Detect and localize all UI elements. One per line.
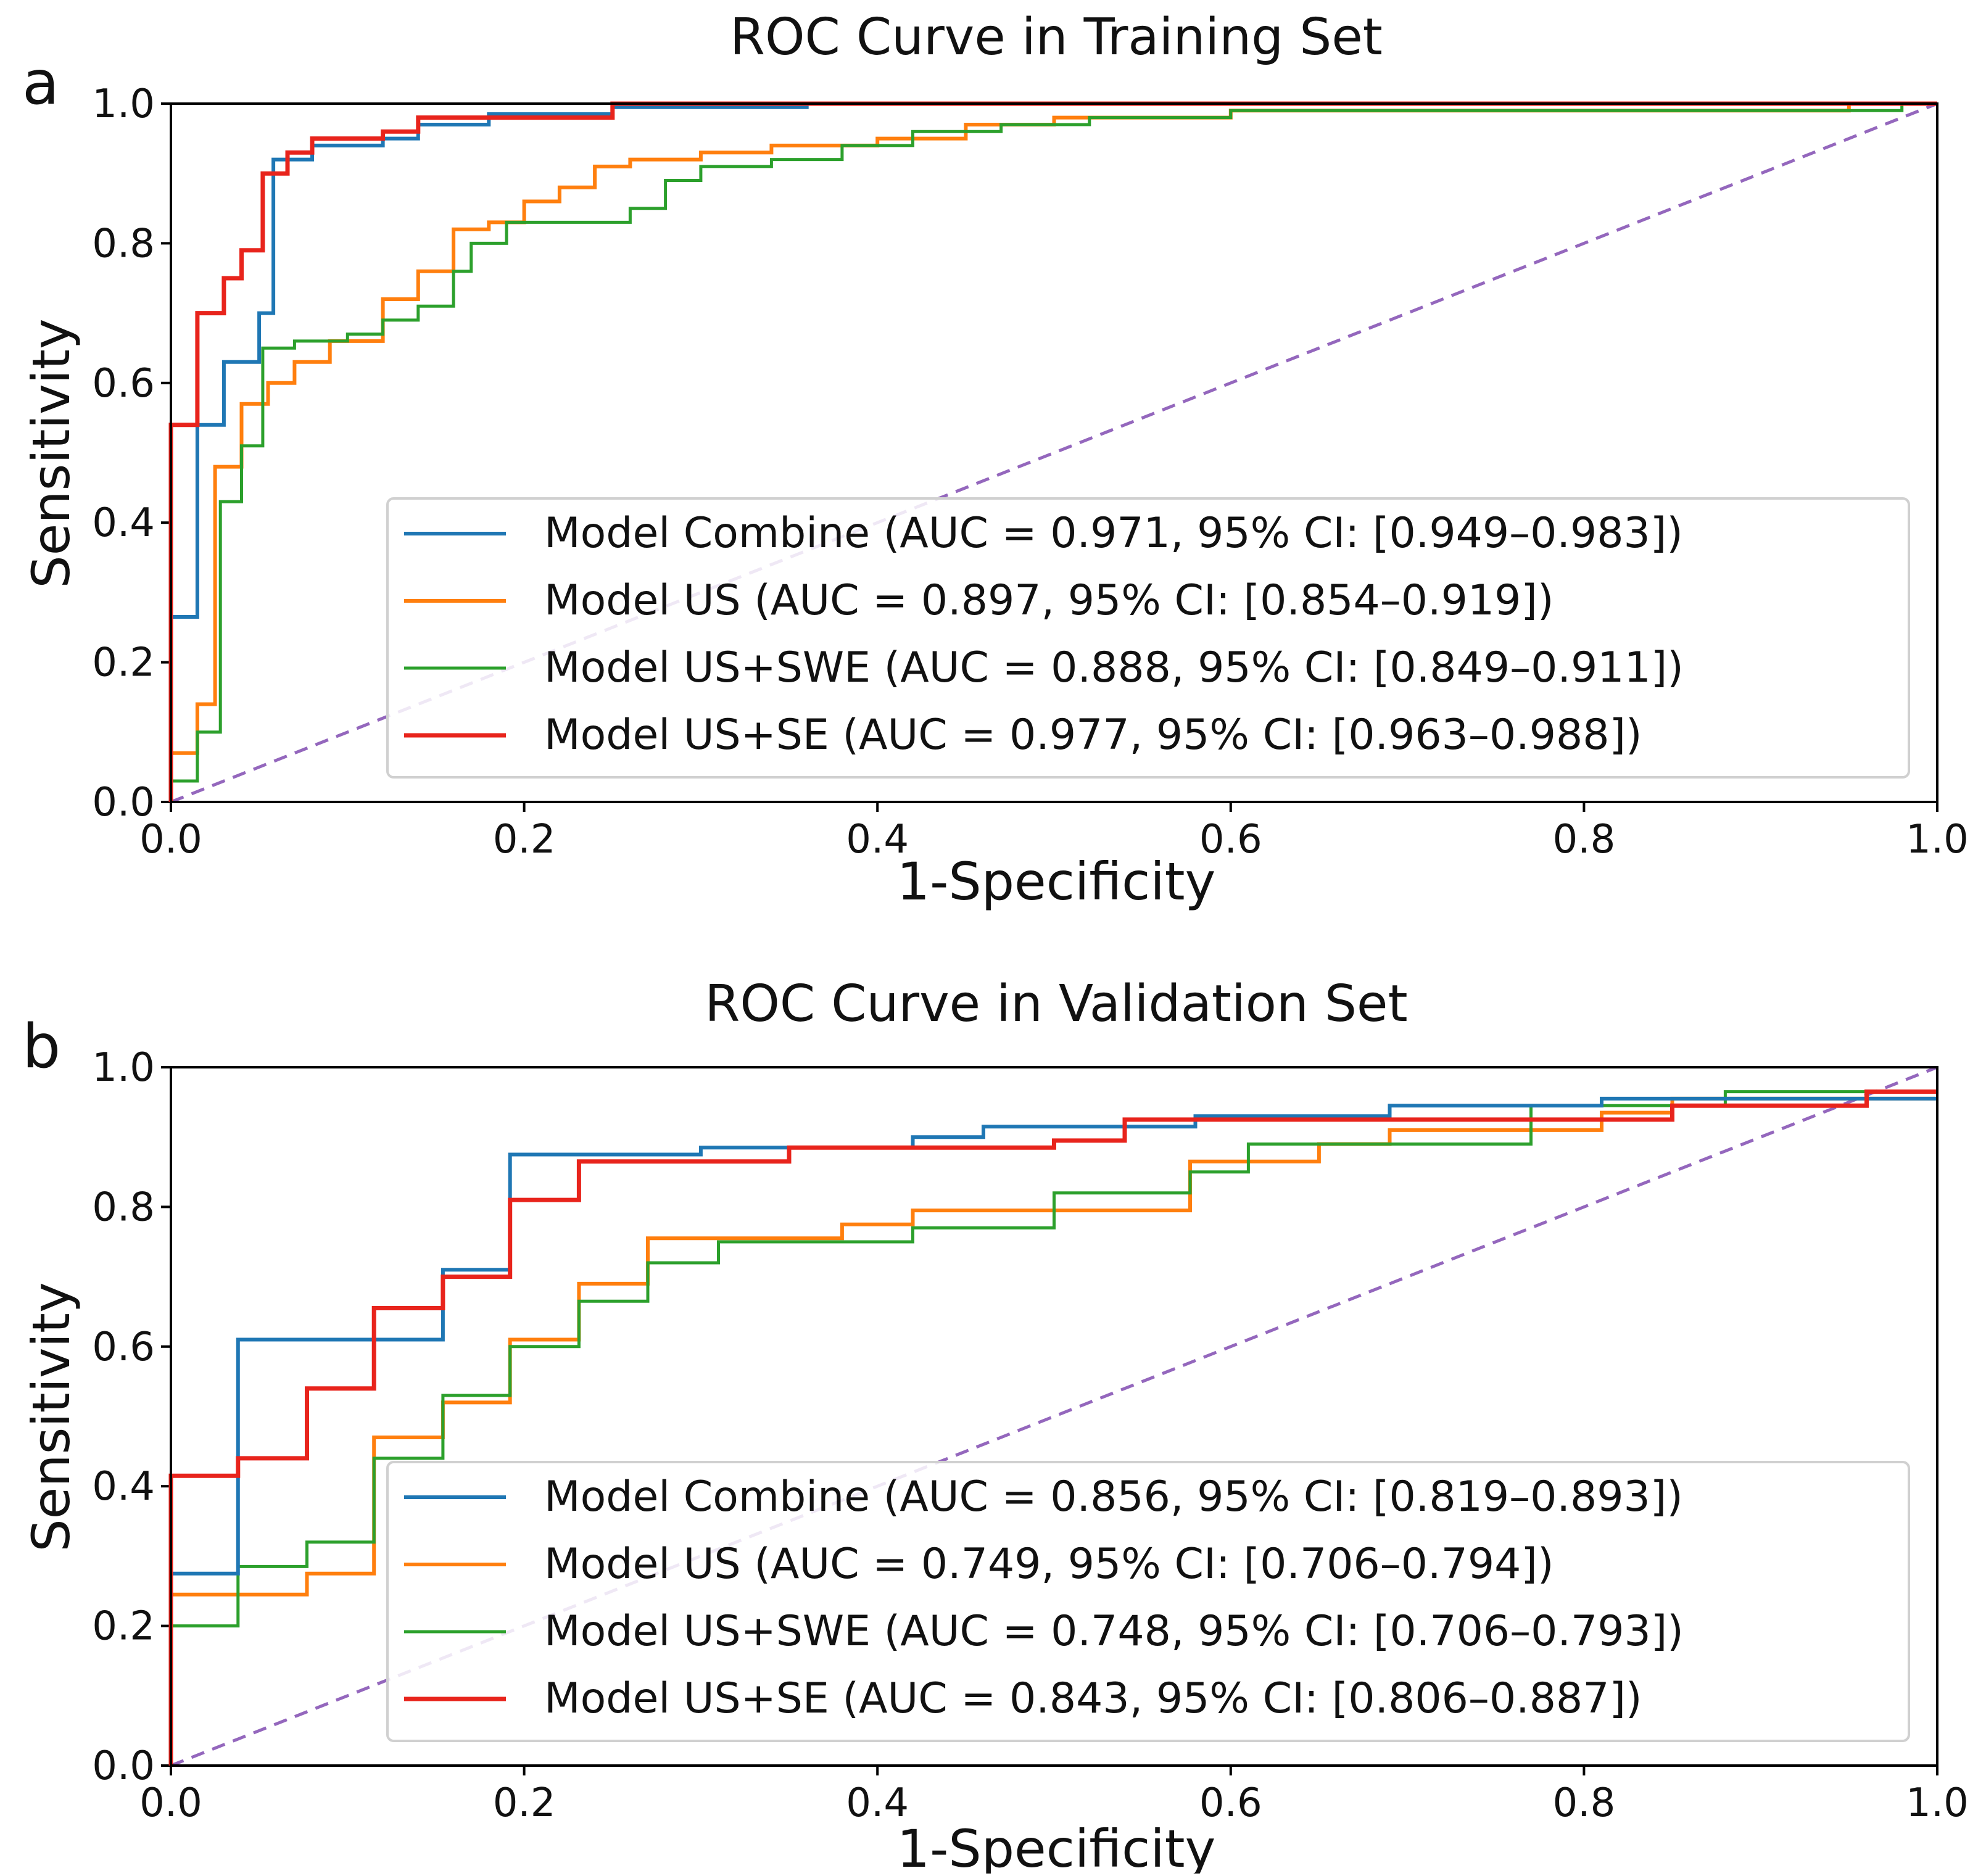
panel-b: b ROC Curve in Validation Set 1-Specific… [21, 975, 1969, 1876]
panel-a-legend-box [386, 497, 1910, 779]
panel-b-y-tick-label-2: 0.4 [92, 1464, 155, 1510]
panel-a-y-tick-label-4: 0.8 [92, 221, 155, 267]
panel-a-x-tick-label-0: 0.0 [139, 817, 202, 862]
panel-b-y-tick-label-0: 0.0 [92, 1743, 155, 1789]
panel-b-legend-label-us-se: Model US+SE (AUC = 0.843, 95% CI: [0.806… [544, 1674, 1642, 1723]
panel-a-plot-frame [170, 102, 1938, 803]
panel-b-x-tick-label-5: 1.0 [1906, 1780, 1969, 1826]
panel-b-legend-label-us-swe: Model US+SWE (AUC = 0.748, 95% CI: [0.70… [544, 1607, 1684, 1656]
panel-b-x-tick-label-1: 0.2 [493, 1780, 556, 1826]
panel-b-title: ROC Curve in Validation Set [705, 975, 1407, 1033]
panel-b-x-axis-label: 1-Specificity [897, 1819, 1216, 1874]
panel-b-y-tick-label-3: 0.6 [92, 1324, 155, 1370]
panel-b-y-tick-label-1: 0.2 [92, 1604, 155, 1650]
panel-b-plot-frame [170, 1066, 1938, 1767]
panel-a-x-tick-label-2: 0.4 [846, 817, 909, 862]
panel-b-legend-swatches [404, 1495, 506, 1701]
panel-a-y-tick-label-2: 0.4 [92, 500, 155, 546]
panel-b-series [168, 1065, 1938, 1767]
panel-b-legend-label-us: Model US (AUC = 0.749, 95% CI: [0.706–0.… [544, 1540, 1554, 1589]
panel-b-x-tick-label-0: 0.0 [139, 1780, 202, 1826]
panel-b-ticks: 0.0 0.2 0.4 0.6 0.8 1.0 0.0 0.2 0.4 0.6 0.8 1.0 [92, 1045, 1969, 1826]
panel-b-letter: b [22, 1012, 60, 1082]
panel-b-x-tick-label-2: 0.4 [846, 1780, 909, 1826]
panel-a-series-us-swe-line [169, 102, 1937, 802]
panel-b-legend: Model Combine (AUC = 0.856, 95% CI: [0.8… [386, 1461, 1910, 1742]
panel-a-letter: a [22, 48, 59, 118]
panel-a-y-tick-label-1: 0.2 [92, 640, 155, 686]
panel-a-ticks: 0.0 0.2 0.4 0.6 0.8 1.0 0.0 0.2 0.4 0.6 0.8 1.0 [92, 81, 1969, 862]
panel-a-y-tick-label-0: 0.0 [92, 780, 155, 825]
panel-a-y-tick-label-5: 1.0 [92, 81, 155, 127]
panel-a-legend-label-us-se: Model US+SE (AUC = 0.977, 95% CI: [0.963… [544, 711, 1642, 759]
panel-a-series-combine-line [169, 102, 1937, 802]
panel-a-y-axis-label: Sensitivity [21, 318, 81, 588]
panel-a-x-axis-label: 1-Specificity [897, 851, 1216, 912]
panel-b-series-us-swe-line [169, 1090, 1937, 1766]
panel-a-title: ROC Curve in Training Set [730, 8, 1383, 67]
panel-a-x-tick-label-1: 0.2 [493, 817, 556, 862]
panel-b-x-tick-label-4: 0.8 [1553, 1780, 1616, 1826]
panel-a-x-tick-label-5: 1.0 [1906, 817, 1969, 862]
panel-b-legend-label-combine: Model Combine (AUC = 0.856, 95% CI: [0.8… [544, 1473, 1683, 1521]
panel-a-x-tick-label-3: 0.6 [1199, 817, 1262, 862]
panel-b-y-tick-label-4: 0.8 [92, 1184, 155, 1230]
panel-a: a ROC Curve in Training Set 1-Specificit… [21, 8, 1969, 912]
panel-a-legend-label-us-swe: Model US+SWE (AUC = 0.888, 95% CI: [0.84… [544, 643, 1684, 692]
panel-a-series-us-se-line [168, 101, 1937, 802]
panel-a-legend-label-us: Model US (AUC = 0.897, 95% CI: [0.854–0.… [544, 576, 1554, 625]
panel-a-legend: Model Combine (AUC = 0.971, 95% CI: [0.9… [386, 497, 1910, 779]
panel-a-legend-swatches [404, 532, 506, 738]
panel-a-x-tick-label-4: 0.8 [1553, 817, 1616, 862]
panel-b-y-axis-label: Sensitivity [21, 1282, 81, 1552]
panel-b-legend-box [386, 1461, 1910, 1742]
panel-b-y-tick-label-5: 1.0 [92, 1045, 155, 1091]
panel-a-y-tick-label-3: 0.6 [92, 361, 155, 407]
panel-b-series-us-se-line [168, 1089, 1937, 1766]
panel-b-x-tick-label-3: 0.6 [1199, 1780, 1262, 1826]
panel-a-legend-label-combine: Model Combine (AUC = 0.971, 95% CI: [0.9… [544, 509, 1683, 558]
